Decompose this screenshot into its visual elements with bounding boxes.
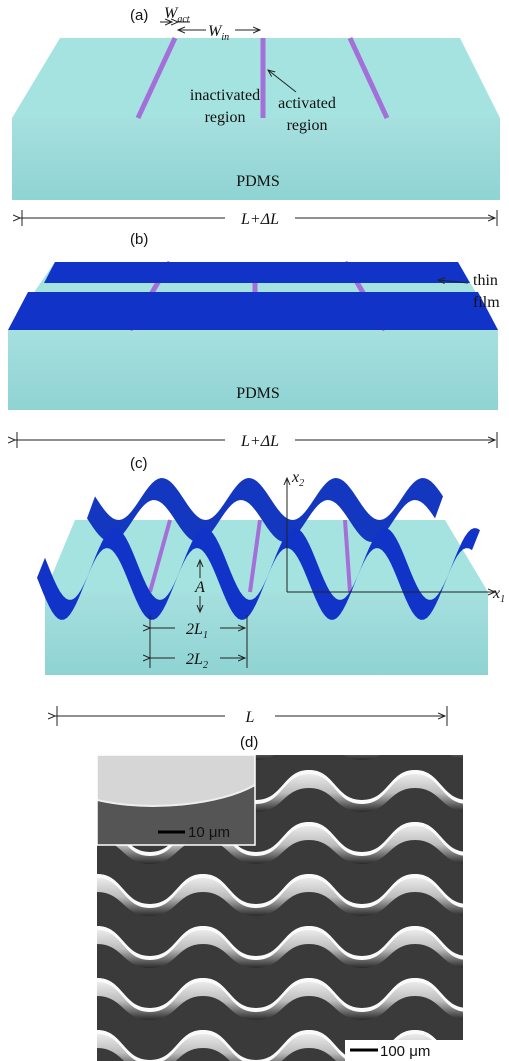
activated-label: region [287, 117, 328, 134]
panel-label: (c) [130, 455, 148, 472]
x1-label: x1 [492, 585, 505, 605]
amplitude-label: A [194, 579, 205, 596]
length-label: L [245, 709, 255, 726]
symbol: x [291, 469, 299, 486]
x2-label: x2 [291, 469, 304, 489]
subscript: act [177, 14, 189, 25]
substrate-label: PDMS [236, 385, 280, 402]
subscript: 2 [299, 478, 304, 489]
panel-c: (c) x2 x1 A 2L1 2L2 L [37, 455, 505, 726]
film-strip [8, 292, 498, 330]
activated-label: activated [278, 95, 336, 112]
substrate-label: PDMS [236, 173, 280, 190]
panel-label: (b) [130, 231, 148, 248]
length-label: L+ΔL [240, 211, 279, 228]
panel-b: (b) thin film PDMS L+ΔL [8, 231, 500, 450]
symbol: 2L [186, 651, 203, 668]
panel-label: (d) [240, 734, 258, 751]
film-label: thin [473, 272, 498, 289]
panel-label: (a) [130, 7, 148, 24]
subscript: in [221, 32, 229, 43]
scale-label: 10 μm [188, 824, 230, 841]
subscript: 1 [500, 594, 505, 605]
subscript: 1 [203, 630, 208, 641]
film-strip [44, 262, 470, 283]
figure: (a) Wact Win inactivated region activate… [0, 0, 509, 1061]
subscript: 2 [203, 660, 208, 671]
symbol: x [492, 585, 500, 602]
inactivated-label: region [205, 109, 246, 126]
inactivated-label: inactivated [190, 87, 260, 104]
slab-top [12, 38, 500, 118]
film-label: film [473, 294, 500, 311]
panel-a: (a) Wact Win inactivated region activate… [12, 5, 500, 228]
length-label: L+ΔL [240, 433, 279, 450]
symbol: 2L [186, 621, 203, 638]
scale-label: 100 μm [380, 1043, 430, 1060]
panel-d: (d) 10 μm 100 μm [97, 734, 463, 1061]
